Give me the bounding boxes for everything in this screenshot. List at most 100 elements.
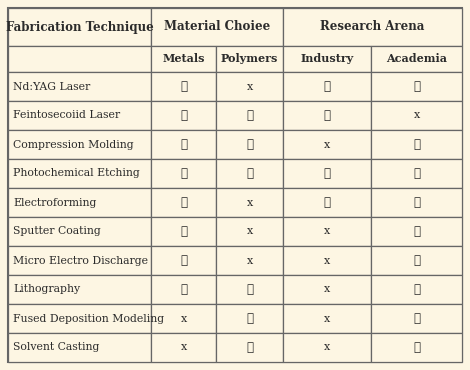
Text: ✓: ✓ (323, 109, 330, 122)
Bar (283, 188, 371, 217)
Text: ✓: ✓ (246, 312, 253, 325)
Bar (283, 130, 371, 159)
Bar (8, 159, 151, 188)
Text: Material Choiee: Material Choiee (164, 20, 270, 34)
Bar (151, 304, 216, 333)
Bar (151, 101, 216, 130)
Text: x: x (324, 139, 330, 149)
Text: Metals: Metals (162, 54, 205, 64)
Bar (371, 101, 462, 130)
Bar (283, 217, 371, 246)
Text: ✓: ✓ (180, 283, 187, 296)
Bar (8, 188, 151, 217)
Text: ✓: ✓ (180, 167, 187, 180)
Bar (151, 8, 283, 46)
Text: Photochemical Etching: Photochemical Etching (13, 168, 140, 178)
Text: Lithography: Lithography (13, 285, 80, 295)
Text: ✓: ✓ (246, 109, 253, 122)
Text: Nd:YAG Laser: Nd:YAG Laser (13, 81, 90, 91)
Text: ✓: ✓ (413, 341, 420, 354)
Bar (8, 217, 151, 246)
Text: Micro Electro Discharge: Micro Electro Discharge (13, 256, 148, 266)
Text: ✓: ✓ (323, 80, 330, 93)
Text: ✓: ✓ (413, 225, 420, 238)
Text: x: x (414, 111, 420, 121)
Bar (371, 72, 462, 101)
Text: x: x (246, 226, 253, 236)
Bar (8, 8, 151, 46)
Text: ✓: ✓ (323, 167, 330, 180)
Bar (8, 304, 151, 333)
Text: Academia: Academia (386, 54, 447, 64)
Text: x: x (324, 343, 330, 353)
Text: Solvent Casting: Solvent Casting (13, 343, 99, 353)
Bar (371, 188, 462, 217)
Text: ✓: ✓ (413, 80, 420, 93)
Bar (216, 130, 283, 159)
Text: Polymers: Polymers (221, 54, 278, 64)
Text: x: x (324, 256, 330, 266)
Bar (283, 8, 462, 46)
Bar (151, 159, 216, 188)
Bar (8, 72, 151, 101)
Text: ✓: ✓ (180, 109, 187, 122)
Bar (151, 188, 216, 217)
Bar (283, 304, 371, 333)
Text: ✓: ✓ (413, 138, 420, 151)
Text: x: x (246, 198, 253, 208)
Text: Research Arena: Research Arena (321, 20, 425, 34)
Bar (283, 46, 371, 72)
Text: ✓: ✓ (246, 283, 253, 296)
Text: ✓: ✓ (413, 167, 420, 180)
Bar (216, 304, 283, 333)
Text: Feintosecoiid Laser: Feintosecoiid Laser (13, 111, 120, 121)
Bar (216, 275, 283, 304)
Bar (151, 130, 216, 159)
Bar (151, 333, 216, 362)
Text: x: x (180, 343, 187, 353)
Text: Sputter Coating: Sputter Coating (13, 226, 101, 236)
Text: ✓: ✓ (180, 196, 187, 209)
Bar (216, 217, 283, 246)
Bar (283, 246, 371, 275)
Text: x: x (180, 313, 187, 323)
Text: Electroforming: Electroforming (13, 198, 96, 208)
Text: ✓: ✓ (413, 283, 420, 296)
Bar (8, 275, 151, 304)
Text: ✓: ✓ (246, 341, 253, 354)
Bar (216, 72, 283, 101)
Text: ✓: ✓ (180, 138, 187, 151)
Text: ✓: ✓ (246, 138, 253, 151)
Bar (8, 130, 151, 159)
Bar (283, 72, 371, 101)
Text: x: x (246, 256, 253, 266)
Text: Fabrication Technique: Fabrication Technique (6, 20, 153, 34)
Text: ✓: ✓ (180, 225, 187, 238)
Bar (371, 246, 462, 275)
Text: Fused Deposition Modeling: Fused Deposition Modeling (13, 313, 164, 323)
Text: ✓: ✓ (180, 80, 187, 93)
Bar (371, 130, 462, 159)
Text: x: x (324, 285, 330, 295)
Bar (8, 101, 151, 130)
Bar (371, 159, 462, 188)
Bar (283, 101, 371, 130)
Text: ✓: ✓ (180, 254, 187, 267)
Text: ✓: ✓ (413, 196, 420, 209)
Bar (216, 188, 283, 217)
Bar (371, 304, 462, 333)
Text: ✓: ✓ (246, 167, 253, 180)
Bar (151, 217, 216, 246)
Bar (371, 217, 462, 246)
Bar (216, 101, 283, 130)
Text: Compression Molding: Compression Molding (13, 139, 133, 149)
Text: x: x (324, 313, 330, 323)
Text: Industry: Industry (300, 54, 353, 64)
Text: ✓: ✓ (413, 254, 420, 267)
Bar (371, 46, 462, 72)
Text: ✓: ✓ (413, 312, 420, 325)
Bar (283, 333, 371, 362)
Text: x: x (246, 81, 253, 91)
Bar (216, 246, 283, 275)
Bar (216, 159, 283, 188)
